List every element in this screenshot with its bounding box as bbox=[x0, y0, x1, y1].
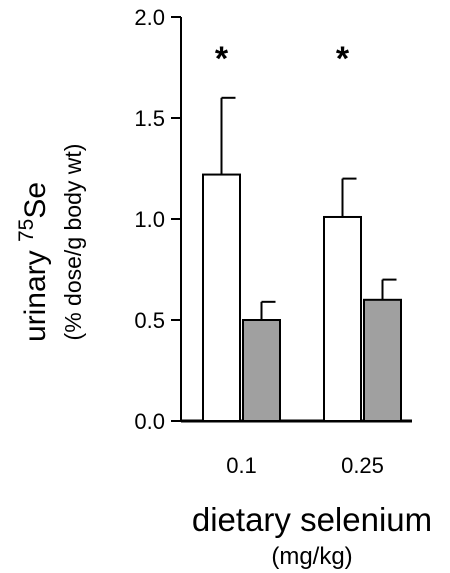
y-axis-label: urinary 75Se bbox=[15, 182, 52, 342]
y-tick-label: 1.5 bbox=[134, 106, 165, 131]
bars bbox=[202, 173, 402, 422]
significance-markers: * * bbox=[215, 40, 350, 78]
y-tick-label: 0.0 bbox=[134, 409, 165, 434]
significance-marker: * bbox=[215, 40, 229, 78]
y-axis-sublabel: (% dose/g body wt) bbox=[60, 144, 86, 341]
x-category-labels: 0.1 0.25 bbox=[226, 453, 384, 478]
x-axis-sublabel: (mg/kg) bbox=[271, 543, 352, 570]
bar bbox=[202, 173, 241, 422]
y-tick-label: 2.0 bbox=[134, 5, 165, 30]
x-tick-label: 0.25 bbox=[341, 453, 384, 478]
y-axis-label-suffix: Se bbox=[19, 182, 52, 219]
y-axis-label-superscript: 75 bbox=[15, 219, 38, 242]
significance-marker: * bbox=[336, 40, 350, 78]
y-tick-label: 0.5 bbox=[134, 308, 165, 333]
x-tick-label: 0.1 bbox=[226, 453, 257, 478]
bar bbox=[363, 298, 402, 422]
x-axis-label: dietary selenium bbox=[192, 501, 432, 538]
y-axis-label-prefix: urinary bbox=[19, 242, 52, 342]
bar bbox=[323, 215, 362, 422]
bar bbox=[242, 319, 281, 422]
error-bars bbox=[220, 96, 397, 320]
y-tick-label: 1.0 bbox=[134, 207, 165, 232]
